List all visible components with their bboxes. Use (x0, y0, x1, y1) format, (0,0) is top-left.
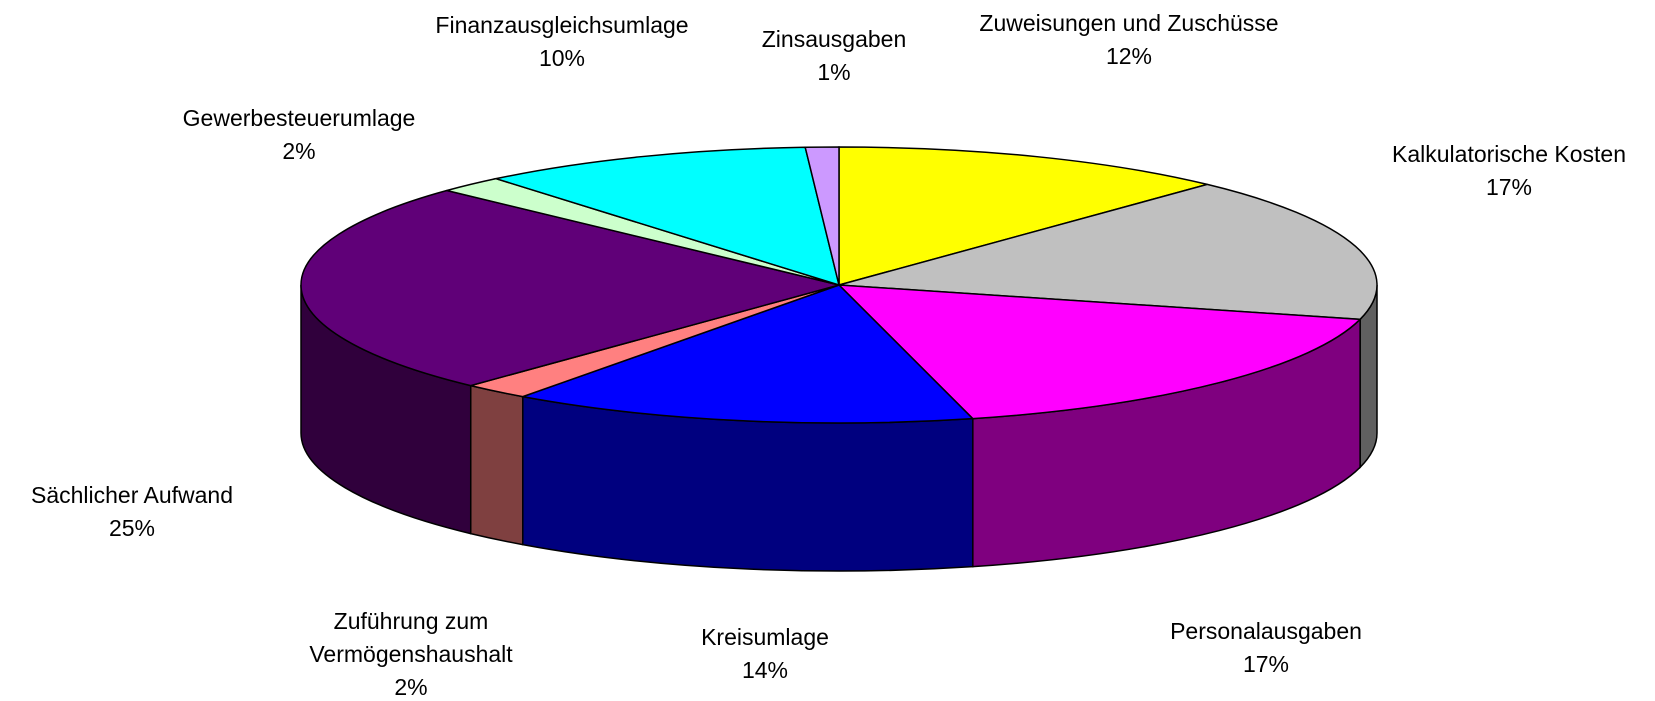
value-label: 17% (1485, 174, 1533, 200)
value-label: 10% (538, 45, 586, 71)
slice-label: Kalkulatorische Kosten 17% (1392, 138, 1626, 204)
slice-label: Zinsausgaben 1% (762, 23, 907, 89)
slice-side (469, 384, 524, 546)
slice-label: Zuführung zum Vermögenshaushalt 2% (281, 605, 541, 701)
slice (837, 284, 1362, 420)
value-label: 2% (394, 674, 428, 700)
slice (519, 284, 975, 424)
slice-label: Finanzausgleichsumlage 10% (435, 9, 688, 75)
category-name: Gewerbesteuerumlage (182, 105, 416, 131)
slice (838, 146, 1208, 286)
category-name: Kalkulatorische Kosten (1392, 141, 1626, 167)
slice-label: Gewerbesteuerumlage 2% (183, 102, 416, 168)
category-name: Personalausgaben (1170, 618, 1362, 644)
category-name: Sächlicher Aufwand (30, 482, 234, 508)
category-name: Kreisumlage (701, 624, 829, 650)
category-name: Finanzausgleichsumlage (435, 12, 689, 38)
value-label: 17% (1242, 651, 1290, 677)
value-label: 1% (817, 59, 851, 85)
category-name: Zuführung zum Vermögenshaushalt (309, 608, 513, 667)
value-label: 14% (741, 657, 789, 683)
category-name: Zuweisungen und Zuschüsse (979, 10, 1279, 36)
category-name: Zinsausgaben (761, 26, 907, 52)
slice-side (522, 395, 974, 572)
slice (300, 189, 840, 387)
slice (804, 146, 840, 286)
slice-label: Kreisumlage 14% (701, 621, 829, 687)
slice-label: Sächlicher Aufwand 25% (31, 479, 233, 545)
slice (838, 183, 1378, 321)
slice-label: Zuweisungen und Zuschüsse 12% (979, 7, 1278, 73)
slice-label: Personalausgaben 17% (1170, 615, 1362, 681)
slice (493, 146, 841, 287)
value-label: 2% (282, 138, 316, 164)
value-label: 25% (108, 515, 156, 541)
value-label: 12% (1105, 43, 1153, 69)
